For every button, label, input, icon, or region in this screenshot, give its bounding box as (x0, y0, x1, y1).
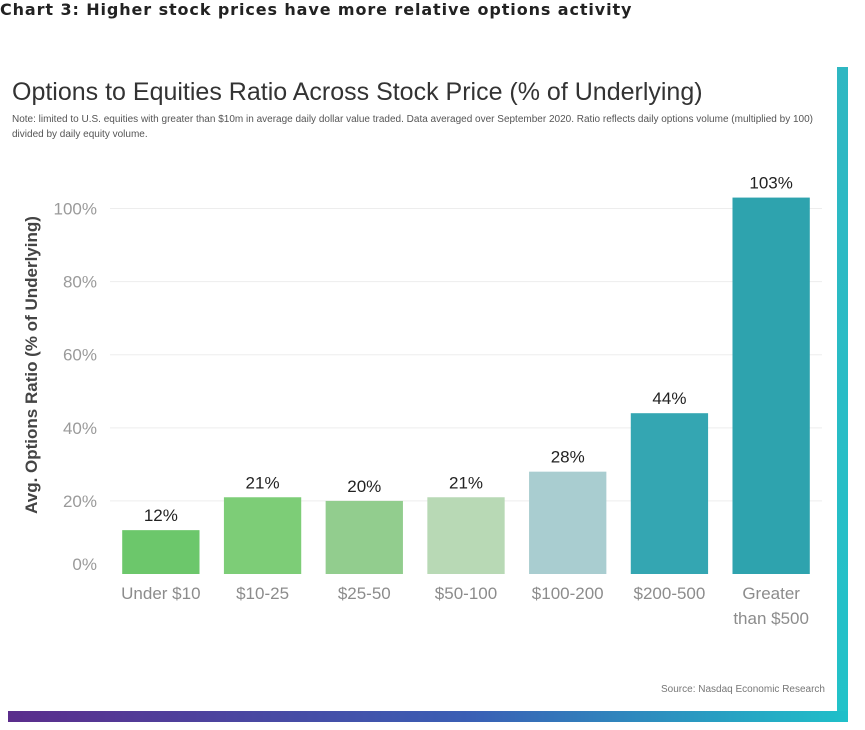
chart-title: Options to Equities Ratio Across Stock P… (12, 78, 703, 106)
y-axis-label: Avg. Options Ratio (% of Underlying) (22, 216, 41, 514)
x-tick-label: $25-50 (338, 584, 391, 603)
y-axis-ticks: 0% 20% 40% 60% 80% 100% (54, 200, 97, 574)
data-label: 44% (652, 389, 686, 408)
bar (325, 500, 403, 574)
x-tick-label: Under $10 (121, 584, 200, 603)
bar (223, 497, 302, 574)
data-label: 21% (246, 473, 280, 492)
x-tick-label: Greater than $500 (733, 584, 809, 628)
bottom-accent-bar (8, 711, 848, 722)
x-tick-label: $200-500 (634, 584, 706, 603)
x-axis-categories: Under $10 $10-25 $25-50 $50-100 $100-200 $200… (121, 584, 809, 628)
y-tick-label: 40% (63, 419, 97, 438)
page-caption: Chart 3: Higher stock prices have more r… (0, 0, 633, 19)
x-tick-label: $10-25 (236, 584, 289, 603)
y-tick-label: 20% (63, 492, 97, 511)
y-tick-label: 80% (63, 273, 97, 292)
bar (630, 413, 709, 574)
gridlines (110, 208, 822, 502)
data-label: 12% (144, 506, 178, 525)
source-note: Source: Nasdaq Economic Research (661, 684, 825, 695)
data-label: 20% (347, 477, 381, 496)
bar (427, 497, 505, 574)
bar (122, 530, 200, 574)
chart-note: Note: limited to U.S. equities with grea… (12, 114, 813, 140)
bar (732, 197, 810, 574)
data-label: 28% (551, 448, 585, 467)
bars (122, 197, 810, 574)
y-tick-label: 100% (54, 200, 97, 219)
y-tick-label: 0% (72, 555, 97, 574)
data-label: 21% (449, 473, 483, 492)
bar (529, 471, 607, 574)
data-labels: 12% 21% 20% 21% 28% 44% 103% (144, 174, 793, 526)
x-tick-label: $100-200 (532, 584, 604, 603)
right-accent-bar (837, 67, 848, 721)
y-tick-label: 60% (63, 346, 97, 365)
data-label: 103% (749, 174, 792, 193)
x-tick-label: $50-100 (435, 584, 497, 603)
